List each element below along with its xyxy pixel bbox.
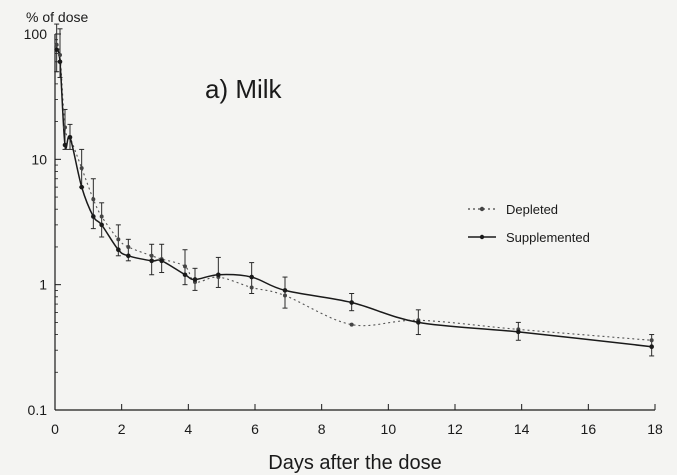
point-supplemented-5 xyxy=(91,214,96,219)
point-supplemented-3 xyxy=(67,134,73,140)
point-supplemented-18 xyxy=(516,329,521,335)
point-depleted-9 xyxy=(149,253,154,258)
point-supplemented-16 xyxy=(349,300,354,305)
series-line-supplemented xyxy=(55,49,652,348)
point-supplemented-0 xyxy=(54,47,59,52)
y-axis-label: % of dose xyxy=(26,9,88,25)
y-tick-label-3: 100 xyxy=(24,26,48,42)
point-supplemented-11 xyxy=(182,272,188,278)
point-depleted-2 xyxy=(63,125,67,130)
series-line-depleted xyxy=(56,44,652,341)
x-tick-label-4: 8 xyxy=(318,421,326,437)
legend: Depleted Supplemented xyxy=(468,202,590,245)
x-tick-label-5: 10 xyxy=(381,421,397,437)
y-tick-label-2: 10 xyxy=(31,151,47,167)
point-supplemented-2 xyxy=(62,142,68,148)
point-depleted-4 xyxy=(79,166,84,171)
point-depleted-6 xyxy=(99,214,104,219)
x-tick-label-2: 4 xyxy=(184,421,192,437)
legend-label-supplemented: Supplemented xyxy=(506,230,590,245)
point-supplemented-7 xyxy=(116,247,121,253)
error-bars xyxy=(54,23,655,357)
series-markers xyxy=(54,42,654,349)
chart-title: a) Milk xyxy=(205,74,283,104)
x-tick-label-8: 16 xyxy=(581,421,597,437)
point-depleted-1 xyxy=(58,52,62,57)
legend-label-depleted: Depleted xyxy=(506,202,558,217)
x-tick-label-7: 14 xyxy=(514,421,530,437)
legend-marker-supplemented xyxy=(479,234,485,240)
point-supplemented-19 xyxy=(649,344,654,349)
point-depleted-15 xyxy=(283,293,287,298)
x-tick-label-6: 12 xyxy=(447,421,463,437)
series-lines xyxy=(55,44,652,348)
point-supplemented-13 xyxy=(216,272,221,278)
point-supplemented-14 xyxy=(249,274,254,280)
point-depleted-7 xyxy=(116,237,121,242)
x-tick-label-1: 2 xyxy=(118,421,126,437)
point-supplemented-17 xyxy=(416,320,421,325)
point-depleted-19 xyxy=(649,338,654,343)
point-depleted-14 xyxy=(249,285,254,290)
point-supplemented-1 xyxy=(57,59,63,65)
point-supplemented-12 xyxy=(192,277,198,282)
point-depleted-16 xyxy=(349,322,354,327)
point-depleted-5 xyxy=(91,197,96,202)
point-depleted-8 xyxy=(126,244,131,249)
y-tick-label-1: 1 xyxy=(39,277,47,293)
point-depleted-11 xyxy=(183,264,187,269)
point-supplemented-8 xyxy=(126,253,131,259)
x-tick-label-0: 0 xyxy=(51,421,59,437)
y-tick-label-0: 0.1 xyxy=(28,402,48,418)
point-supplemented-4 xyxy=(79,184,84,190)
x-tick-label-9: 18 xyxy=(647,421,663,437)
legend-marker-depleted xyxy=(479,206,485,212)
x-tick-label-3: 6 xyxy=(251,421,259,437)
point-depleted-0 xyxy=(54,42,59,47)
point-supplemented-9 xyxy=(149,258,154,264)
axis-ticks: 0 2 4 6 8 10 12 14 16 18 0.1 1 10 100 xyxy=(24,26,663,437)
point-supplemented-10 xyxy=(159,258,164,264)
point-supplemented-15 xyxy=(282,288,288,293)
point-supplemented-6 xyxy=(99,222,104,228)
x-axis-label: Days after the dose xyxy=(268,452,441,474)
